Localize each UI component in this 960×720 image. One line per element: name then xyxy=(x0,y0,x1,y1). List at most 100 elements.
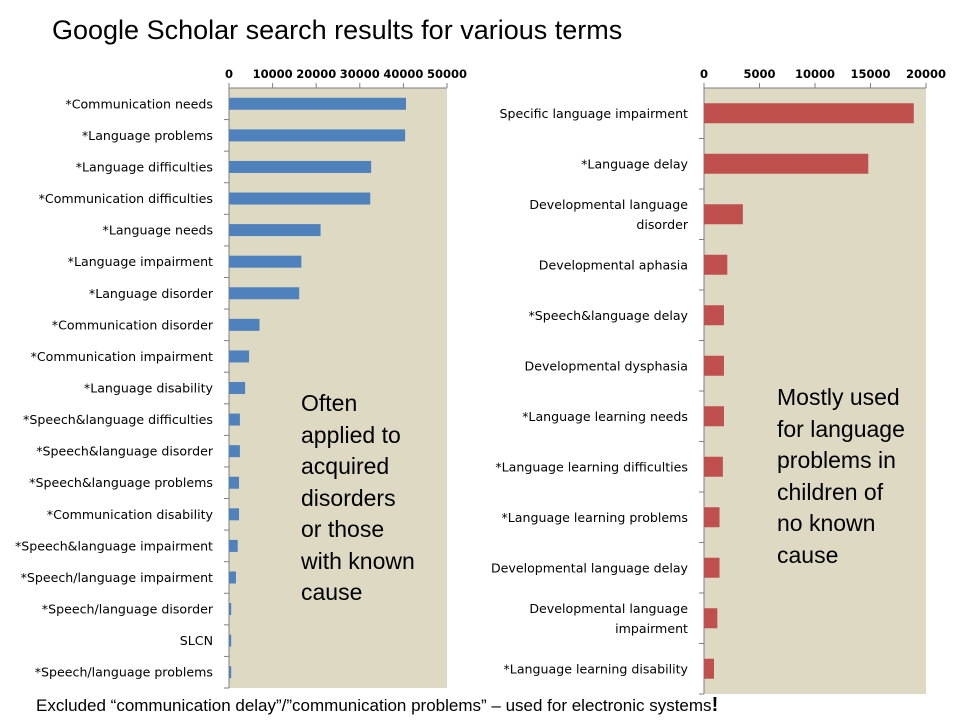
right-plot-area xyxy=(704,88,926,694)
left-x-tick-label: 50000 xyxy=(427,67,467,81)
right-bar xyxy=(704,204,743,225)
right-category-label: Specific language impairment xyxy=(499,106,688,121)
right-category-label: Developmental language disorder xyxy=(529,197,688,232)
right-bar xyxy=(704,507,720,528)
left-x-tick-label: 10000 xyxy=(253,67,293,81)
right-category-label: *Language learning problems xyxy=(501,510,688,525)
right-category-label-line: Specific language impairment xyxy=(499,106,688,121)
left-category-label: *Speech/language impairment xyxy=(21,570,213,585)
right-bar xyxy=(704,153,869,174)
right-bar xyxy=(704,456,723,477)
right-category-label-line: *Language learning needs xyxy=(522,409,688,424)
left-bar xyxy=(229,350,250,363)
right-annotation: Mostly used for language problems in chi… xyxy=(777,384,905,568)
left-annotation: Often applied to acquired disorders or t… xyxy=(301,390,415,605)
footer-note-text: Excluded “communication delay”/”communic… xyxy=(36,696,712,715)
left-category-label-line: *Communication difficulties xyxy=(39,191,213,206)
left-category-label-line: *Communication impairment xyxy=(31,349,213,364)
left-bar xyxy=(229,192,371,205)
left-category-label-line: *Language needs xyxy=(103,223,213,238)
right-category-label: *Language delay xyxy=(581,156,688,171)
left-bar xyxy=(229,255,302,268)
left-bar xyxy=(229,508,240,521)
left-category-label-line: *Language impairment xyxy=(68,254,213,269)
left-bar xyxy=(229,382,246,394)
left-category-label: *Communication impairment xyxy=(31,349,213,364)
left-bar xyxy=(229,318,260,331)
left-bar xyxy=(229,539,238,552)
left-bar xyxy=(229,571,236,584)
left-category-label-line: *Language difficulties xyxy=(76,159,213,174)
left-category-label: *Speech/language problems xyxy=(35,665,213,680)
left-category-label: *Communication disorder xyxy=(52,317,214,332)
right-category-label: *Language learning difficulties xyxy=(495,459,688,474)
left-category-label: *Language difficulties xyxy=(76,159,213,174)
left-category-label-line: *Speech/language problems xyxy=(35,665,213,680)
left-category-label: *Speech&language impairment xyxy=(15,538,213,553)
right-category-label: Developmental language delay xyxy=(491,560,689,575)
right-category-label-line: disorder xyxy=(636,217,688,232)
right-category-label-line: *Language learning difficulties xyxy=(495,459,688,474)
left-plot-area xyxy=(229,88,447,688)
left-bar xyxy=(229,603,232,616)
right-category-label-line: Developmental language delay xyxy=(491,560,689,575)
left-category-label-line: *Speech&language problems xyxy=(29,475,213,490)
left-category-label-line: *Speech&language disorder xyxy=(36,444,214,459)
left-bar xyxy=(229,445,240,458)
right-bar xyxy=(704,658,714,679)
right-category-label: *Speech&language delay xyxy=(528,308,688,323)
left-category-label-line: *Speech&language impairment xyxy=(15,538,213,553)
left-x-tick-label: 40000 xyxy=(383,67,423,81)
left-category-label-line: *Language problems xyxy=(82,128,213,143)
right-category-label: *Language learning needs xyxy=(522,409,688,424)
left-bar xyxy=(229,287,300,300)
left-category-label: *Language disorder xyxy=(89,286,214,301)
left-category-label: *Speech/language disorder xyxy=(42,602,214,617)
right-category-label: *Language learning disability xyxy=(504,661,689,676)
left-category-label-line: *Communication needs xyxy=(65,96,213,111)
right-bar xyxy=(704,355,724,376)
left-x-tick-label: 0 xyxy=(225,67,233,81)
right-x-tick-label: 5000 xyxy=(743,67,775,81)
left-bar xyxy=(229,224,321,237)
left-bar xyxy=(229,413,240,426)
right-x-tick-label: 0 xyxy=(700,67,708,81)
right-category-label-line: *Language learning problems xyxy=(501,510,688,525)
left-category-label-line: SLCN xyxy=(180,633,213,648)
left-category-label: *Language needs xyxy=(103,223,213,238)
right-bar xyxy=(704,254,728,275)
right-category-label-line: Developmental aphasia xyxy=(539,257,688,272)
right-bar xyxy=(704,608,718,629)
left-x-tick-label: 30000 xyxy=(340,67,380,81)
left-category-label: *Language impairment xyxy=(68,254,213,269)
right-x-tick-label: 15000 xyxy=(850,67,890,81)
left-category-label: *Communication disability xyxy=(47,507,214,522)
right-category-label: Developmental dysphasia xyxy=(525,358,688,373)
left-bar xyxy=(229,666,232,679)
right-bar xyxy=(704,305,724,326)
left-bar xyxy=(229,97,407,110)
slide-title: Google Scholar search results for variou… xyxy=(52,15,623,45)
footer-note-exclamation: ! xyxy=(711,694,719,716)
left-category-label: *Speech&language difficulties xyxy=(23,412,213,427)
left-bar xyxy=(229,129,406,142)
right-category-label-line: *Speech&language delay xyxy=(528,308,688,323)
left-category-label: *Language disability xyxy=(84,381,214,396)
right-category-label-line: Developmental language xyxy=(529,601,688,616)
left-bar xyxy=(229,160,372,173)
left-category-label: *Language problems xyxy=(82,128,213,143)
right-bar xyxy=(704,103,914,124)
right-x-tick-label: 20000 xyxy=(906,67,946,81)
right-category-label-line: impairment xyxy=(615,621,688,636)
right-bar xyxy=(704,557,720,578)
right-category-label-line: *Language delay xyxy=(581,156,688,171)
right-category-label-line: *Language learning disability xyxy=(504,661,689,676)
left-category-label-line: *Language disability xyxy=(84,381,214,396)
right-category-label: Developmental language impairment xyxy=(529,601,688,636)
left-category-label: SLCN xyxy=(180,633,213,648)
right-x-tick-label: 10000 xyxy=(795,67,835,81)
left-category-label: *Speech&language problems xyxy=(29,475,213,490)
